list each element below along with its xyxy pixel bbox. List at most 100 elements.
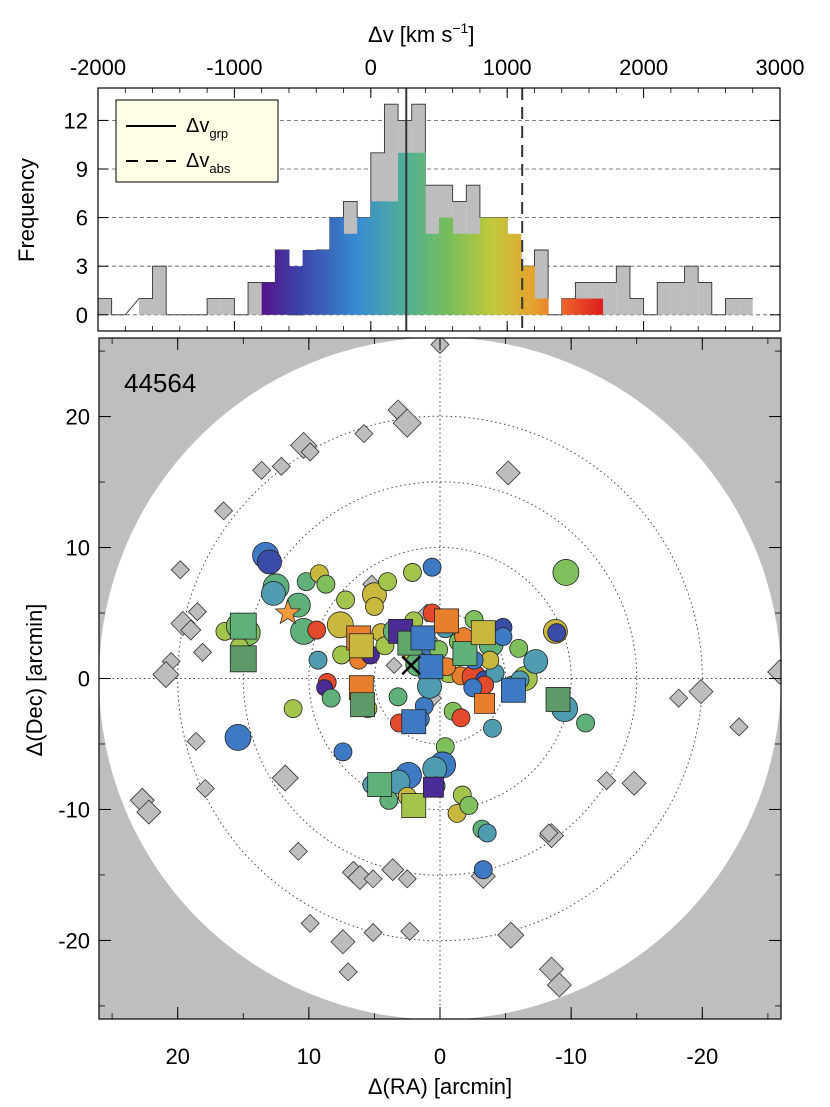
histogram-group-bar (292, 266, 297, 315)
histogram-total-bar (152, 266, 167, 315)
nonmember-diamond (180, 619, 202, 641)
sky-y-ticks: 20 10 0 -10 -20 (58, 350, 781, 1007)
member-square (418, 654, 444, 680)
histogram-group-bar (524, 266, 529, 315)
member-square (474, 692, 495, 714)
member-square (350, 692, 376, 718)
sky-x-ticks: 20 10 0 -10 -20 (111, 338, 769, 1069)
nonmember-diamond (152, 661, 180, 689)
histogram-group-bar (541, 298, 546, 315)
histogram-group-bar (299, 266, 303, 315)
histogram-y-ticks: 0 3 6 9 12 (64, 108, 780, 328)
histogram-group-bar (265, 282, 269, 315)
histogram-group-bar (490, 217, 494, 315)
nonmember-diamond (330, 929, 356, 955)
histogram-total-bar (670, 282, 685, 315)
legend-label-abs: Δvabs (186, 150, 231, 176)
nonmember-diamond (136, 799, 162, 825)
histogram-y-tick-label: 6 (76, 206, 88, 231)
histogram-legend: Δvgrp Δvabs (115, 99, 279, 183)
histogram-group-bar (527, 266, 532, 315)
sky-map: 20 10 0 -10 -20 20 10 0 -10 -20 44564 Δ(RA) [arc… (22, 337, 782, 1099)
nonmember-diamond (187, 602, 207, 622)
histogram-x-tick-label: -2000 (70, 55, 126, 80)
histogram-group-bar (271, 282, 276, 315)
nonmember-diamond (495, 460, 521, 486)
histogram-group-bar (537, 298, 542, 315)
member-square (229, 645, 257, 673)
member-circle (480, 650, 500, 670)
member-square (401, 709, 427, 735)
histogram-group-bar (367, 217, 372, 315)
member-square (367, 772, 393, 797)
histogram-group-bar (514, 233, 518, 315)
nonmember-diamond (300, 913, 320, 933)
histogram-group-bar (415, 152, 419, 315)
nonmember-diamond (400, 921, 420, 941)
histogram-group-bar (346, 233, 351, 315)
histogram-group-bar (592, 298, 597, 315)
histogram-frame (97, 87, 781, 332)
histogram-group-bar (486, 217, 491, 315)
histogram-group-bar (476, 233, 481, 315)
histogram-group-bar (520, 266, 525, 315)
sky-x-tick-label: -20 (686, 1044, 718, 1069)
histogram-group-bar (421, 152, 426, 315)
histogram-x-ticks: -2000 -1000 0 1000 2000 3000 (70, 55, 804, 331)
histogram-group-bar (483, 217, 488, 315)
histogram-group-bar (316, 250, 321, 315)
histogram-group-bars (261, 152, 604, 315)
sky-x-tick-label: 10 (297, 1044, 321, 1069)
histogram-total-bar (725, 298, 740, 315)
histogram-total-bar (534, 250, 549, 315)
sky-x-axis-label: Δ(RA) [arcmin] (368, 1074, 512, 1099)
sky-x-tick-label: 0 (434, 1044, 446, 1069)
member-circle (493, 627, 513, 646)
histogram-y-tick-label: 12 (64, 108, 88, 133)
member-circle (463, 678, 483, 698)
sky-y-tick-label: 10 (66, 536, 90, 561)
histogram-group-bar (449, 217, 454, 315)
histogram-group-bar (326, 250, 331, 315)
histogram-group-bar (384, 201, 389, 315)
histogram-group-bar (503, 217, 508, 315)
histogram-group-bar (462, 233, 467, 315)
sky-center-axes (99, 338, 781, 1019)
nonmember-diamond (669, 688, 689, 708)
member-circle (316, 574, 336, 594)
histogram-x-tick-label: 0 (365, 55, 377, 80)
histogram-group-bar (418, 152, 423, 315)
histogram-total-bar (684, 266, 699, 315)
member-square (545, 687, 571, 712)
nonmember-diamond (688, 679, 714, 705)
histogram-group-bar (377, 201, 382, 315)
member-circle (224, 724, 252, 751)
histogram-group-bar (582, 298, 587, 315)
histogram-total-bar (616, 266, 630, 315)
histogram-group-bar (302, 250, 307, 315)
member-circle (477, 823, 497, 843)
histogram-total-bar (698, 282, 712, 315)
sky-y-axis-label: Δ(Dec) [arcmin] (22, 604, 47, 757)
histogram-group-bar (374, 201, 379, 315)
histogram-group-bar (312, 250, 317, 315)
histogram-total-bar (98, 298, 112, 315)
nonmember-diamond (300, 442, 320, 462)
nonmember-diamond (397, 869, 417, 889)
histogram-y-tick-label: 9 (76, 157, 88, 182)
member-circle (403, 563, 422, 582)
histogram-total-bar (220, 298, 235, 315)
histogram-group-bar (391, 201, 396, 315)
nonmember-diamond (214, 501, 234, 521)
nonmember-diamond (193, 642, 213, 662)
member-square (501, 677, 526, 703)
sky-y-tick-label: -20 (58, 928, 90, 953)
nonmember-diamond (288, 841, 308, 861)
histogram-group-bar (323, 250, 327, 315)
histogram-total-bar (207, 298, 221, 315)
sky-title: 44564 (124, 368, 196, 398)
histogram-group-bar (387, 201, 392, 315)
histogram-group-bar (408, 152, 413, 315)
member-circle (576, 713, 595, 733)
